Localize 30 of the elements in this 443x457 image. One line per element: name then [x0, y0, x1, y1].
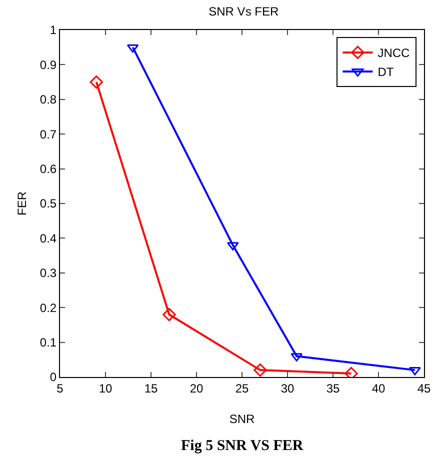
x-tick-label: 45 — [417, 381, 431, 396]
legend-label: DT — [378, 65, 394, 80]
caption: Fig 5 SNR VS FER — [181, 438, 304, 454]
y-tick-label: 0.9 — [40, 58, 57, 72]
x-axis-title: SNR — [229, 412, 255, 426]
x-tick-label: 10 — [98, 381, 112, 396]
y-tick-label: 0.5 — [40, 196, 57, 211]
y-tick-label: 0.6 — [40, 162, 57, 176]
x-tick-label: 5 — [56, 381, 64, 396]
y-tick-label: 0.2 — [40, 300, 57, 315]
y-tick-label: 0.7 — [40, 127, 57, 142]
y-tick-label: 0.3 — [40, 266, 57, 280]
x-tick-label: 30 — [280, 381, 294, 396]
y-tick-label: 0.1 — [40, 336, 57, 350]
point — [90, 75, 103, 89]
chart-title: SNR Vs FER — [208, 4, 279, 18]
point — [126, 44, 139, 53]
x-tick-label: 20 — [190, 381, 204, 396]
y-tick-label: 1 — [50, 23, 57, 38]
y-axis-title: FER — [15, 191, 29, 216]
x-tick-label: 15 — [144, 381, 158, 396]
x-tick-label: 40 — [372, 381, 386, 396]
x-tick-label: 25 — [235, 381, 249, 396]
y-tick-label: 0 — [50, 370, 57, 384]
y-tick-label: 0.4 — [40, 231, 57, 246]
y-tick-label: 0.8 — [40, 92, 57, 107]
x-tick-label: 35 — [326, 381, 340, 396]
point — [254, 363, 267, 377]
point — [162, 308, 176, 322]
legend-label: JNCC — [378, 46, 410, 60]
